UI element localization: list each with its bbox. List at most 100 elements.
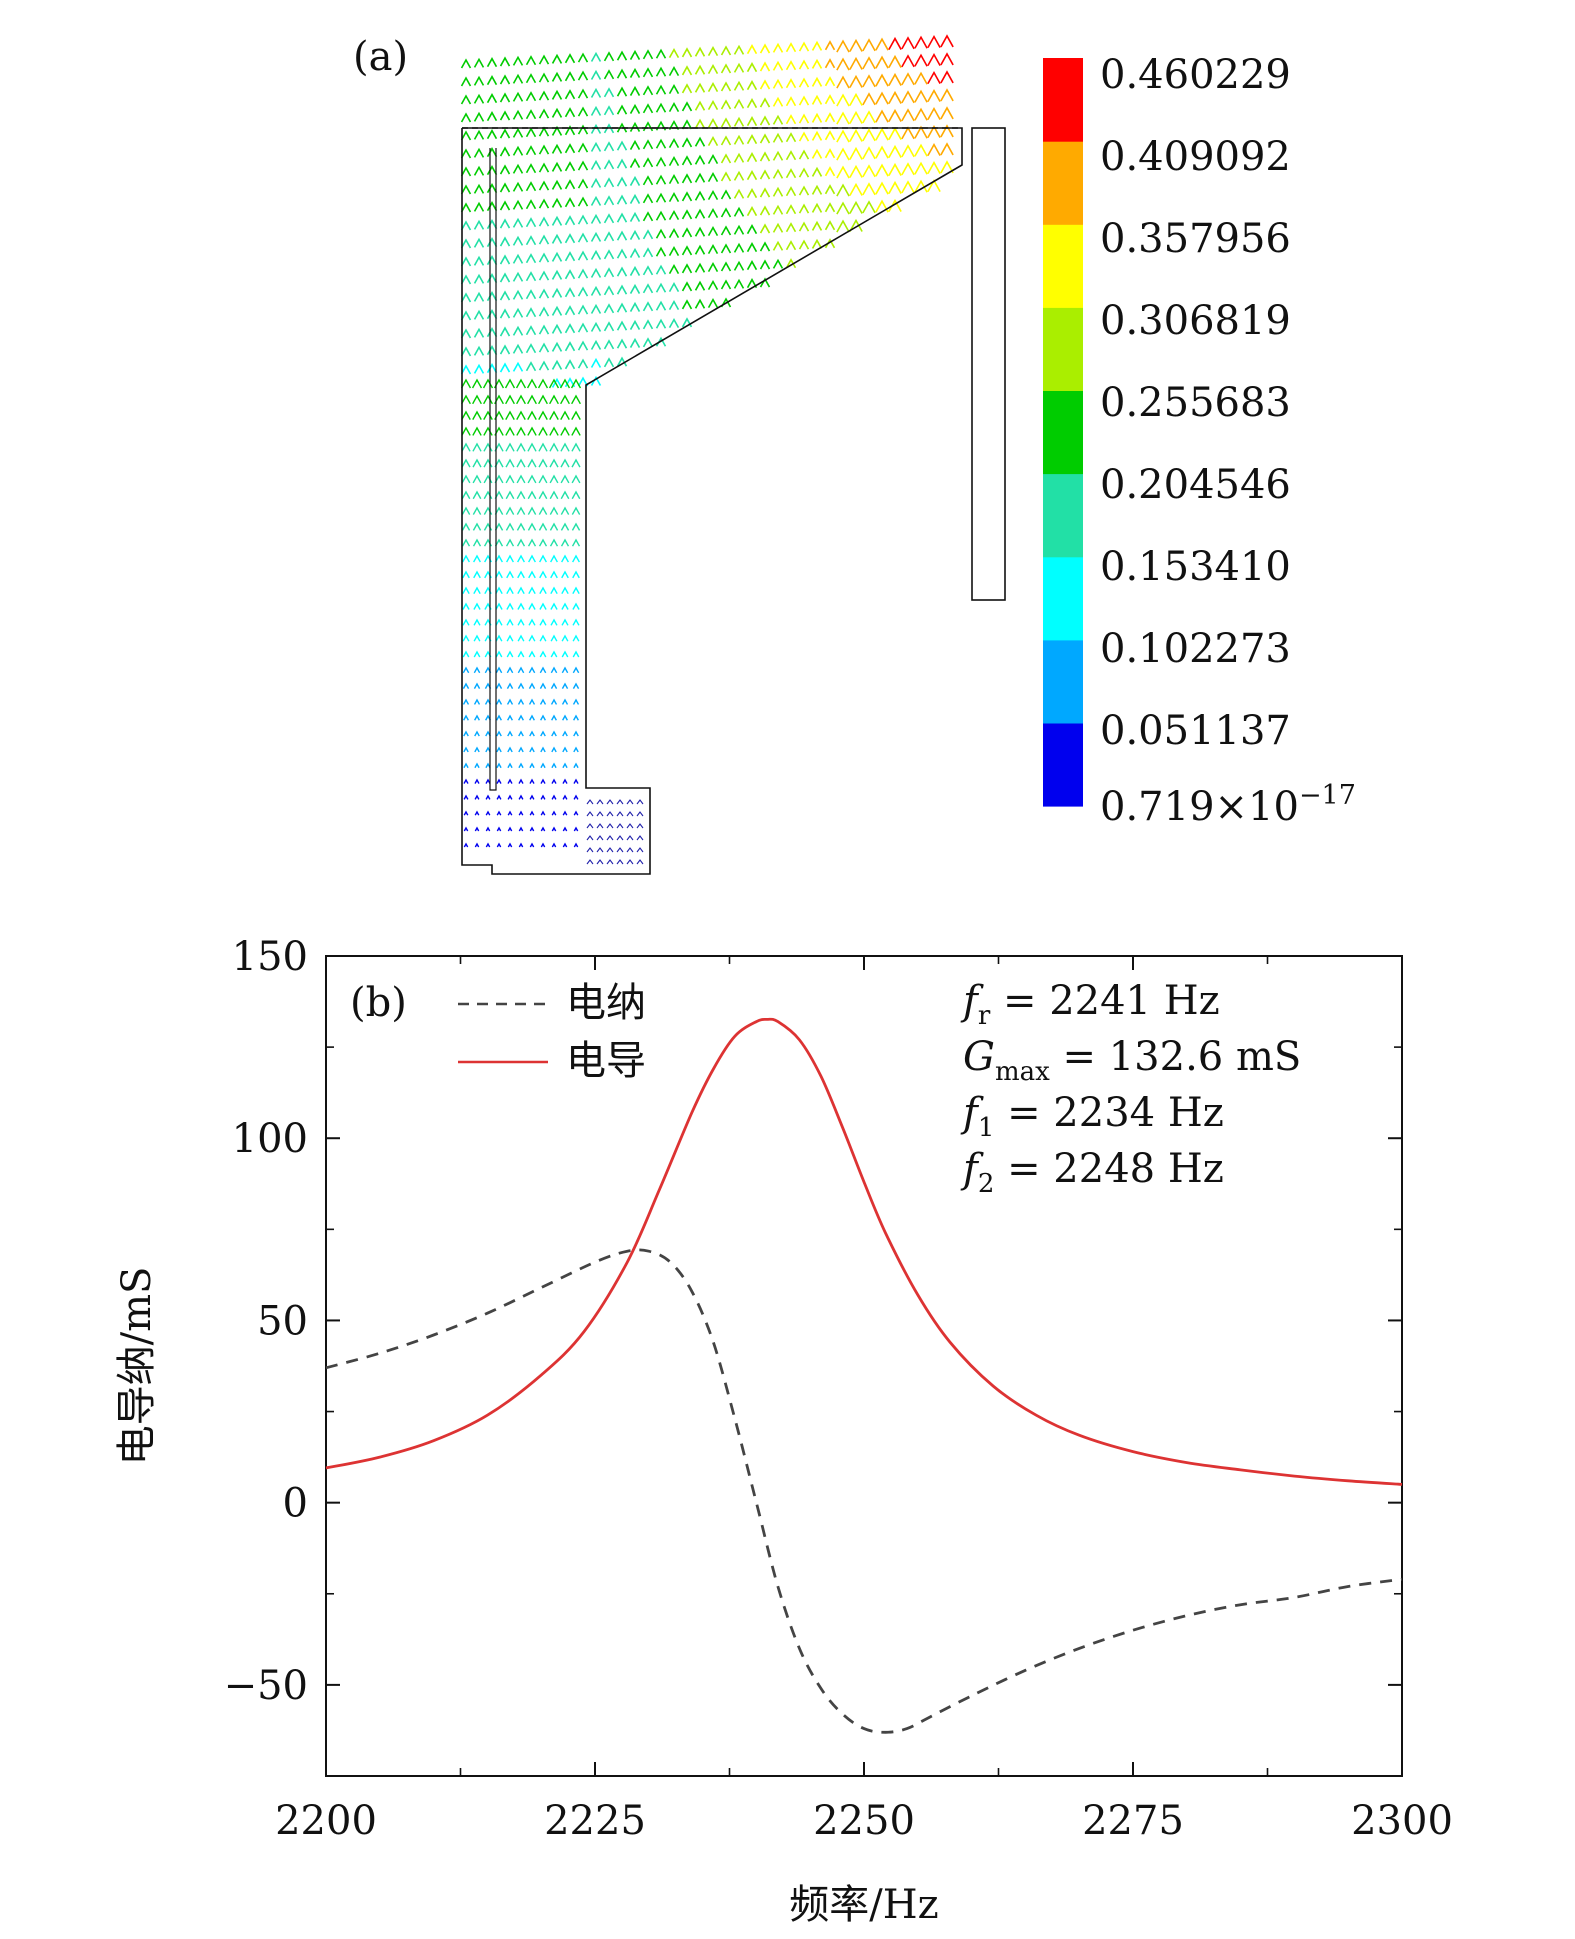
field-arrow (707, 172, 719, 183)
field-arrow (772, 168, 784, 179)
field-arrow (461, 442, 471, 452)
field-arrow (505, 442, 515, 452)
field-arrow (499, 182, 511, 193)
field-arrow (798, 149, 810, 160)
field-arrow (681, 47, 693, 58)
field-arrow (461, 394, 471, 405)
field-arrow (499, 200, 511, 211)
field-arrow (824, 184, 836, 195)
field-arrow (785, 222, 797, 233)
field-arrow (483, 394, 493, 405)
field-arrow (590, 177, 602, 188)
field-arrow (512, 163, 524, 174)
field-arrow (940, 142, 954, 156)
field-arrow (655, 156, 667, 167)
field-arrow (707, 100, 719, 111)
field-arrow (596, 847, 604, 853)
field-arrow (746, 44, 758, 55)
field-arrow (733, 44, 745, 55)
field-arrow (538, 252, 550, 263)
field-arrow (927, 142, 941, 156)
field-arrow (798, 167, 810, 178)
field-arrow (460, 76, 472, 87)
field-arrow (564, 179, 576, 190)
field-arrow (474, 762, 480, 769)
annotation-gmax: Gmax = 132.6 mS (963, 1034, 1301, 1087)
field-arrow (499, 362, 511, 373)
field-arrow (655, 120, 667, 131)
field-arrow (512, 91, 524, 102)
field-arrow (573, 794, 579, 800)
field-arrow (483, 442, 493, 452)
field-arrow (462, 698, 470, 705)
field-arrow (528, 634, 536, 642)
field-arrow (549, 474, 559, 484)
field-arrow (733, 224, 745, 235)
axis-ticks: 2200 2225 2250 2275 2300 −50 0 50 100 150 (224, 934, 1453, 1844)
field-arrow (629, 67, 641, 78)
field-arrow (759, 241, 771, 252)
field-arrow (512, 325, 524, 336)
field-arrow (940, 34, 954, 48)
field-arrow (525, 163, 537, 174)
field-arrow (772, 258, 784, 269)
field-arrow (538, 458, 548, 468)
field-arrow (506, 602, 514, 610)
field-arrow (862, 110, 876, 124)
field-arrow (525, 145, 537, 156)
field-arrow (785, 96, 797, 107)
field-arrow (572, 666, 580, 674)
field-arrow (473, 237, 485, 248)
field-arrow (538, 288, 550, 299)
field-arrow (551, 341, 563, 352)
field-arrow (473, 327, 485, 338)
field-arrow (616, 356, 628, 367)
field-arrow (733, 98, 745, 109)
field-arrow (733, 206, 745, 217)
field-arrow (571, 522, 581, 531)
field-arrow (590, 321, 602, 332)
field-arrow (571, 538, 581, 547)
field-arrow (486, 273, 498, 284)
field-arrow (473, 291, 485, 302)
field-arrow (573, 778, 579, 784)
field-arrow (642, 265, 654, 276)
field-arrow (540, 794, 546, 800)
field-arrow (862, 74, 876, 88)
field-arrow (577, 196, 589, 207)
field-arrow (561, 650, 569, 658)
field-arrow (694, 190, 706, 201)
field-arrow (463, 714, 469, 721)
field-arrow (681, 227, 693, 238)
field-arrow (504, 378, 516, 389)
field-arrow (474, 714, 480, 721)
field-arrow (473, 586, 481, 595)
field-arrow (636, 847, 644, 853)
field-arrow (616, 835, 624, 841)
field-arrow (463, 810, 469, 816)
field-arrow (596, 859, 604, 865)
annotation-f2: f2 = 2248 Hz (960, 1146, 1224, 1199)
field-arrow (875, 55, 889, 69)
field-arrow (525, 271, 537, 282)
field-arrow (495, 554, 503, 563)
field-arrow (499, 92, 511, 103)
field-arrow (577, 232, 589, 243)
field-arrow (551, 287, 563, 298)
field-arrow (506, 682, 514, 689)
field-arrow (562, 842, 568, 848)
field-arrow (515, 378, 527, 389)
field-arrow (538, 474, 548, 484)
legend-conductance-label: 电导 (566, 1038, 646, 1084)
field-arrow (759, 169, 771, 180)
field-arrow (875, 181, 889, 195)
field-arrow (571, 426, 581, 436)
field-arrow (798, 239, 810, 250)
field-arrow (473, 57, 485, 68)
field-arrow (526, 378, 538, 389)
field-arrow (507, 746, 513, 753)
field-arrow (486, 363, 498, 374)
field-arrow (528, 618, 536, 626)
field-arrow (505, 458, 515, 468)
field-arrow (707, 190, 719, 201)
